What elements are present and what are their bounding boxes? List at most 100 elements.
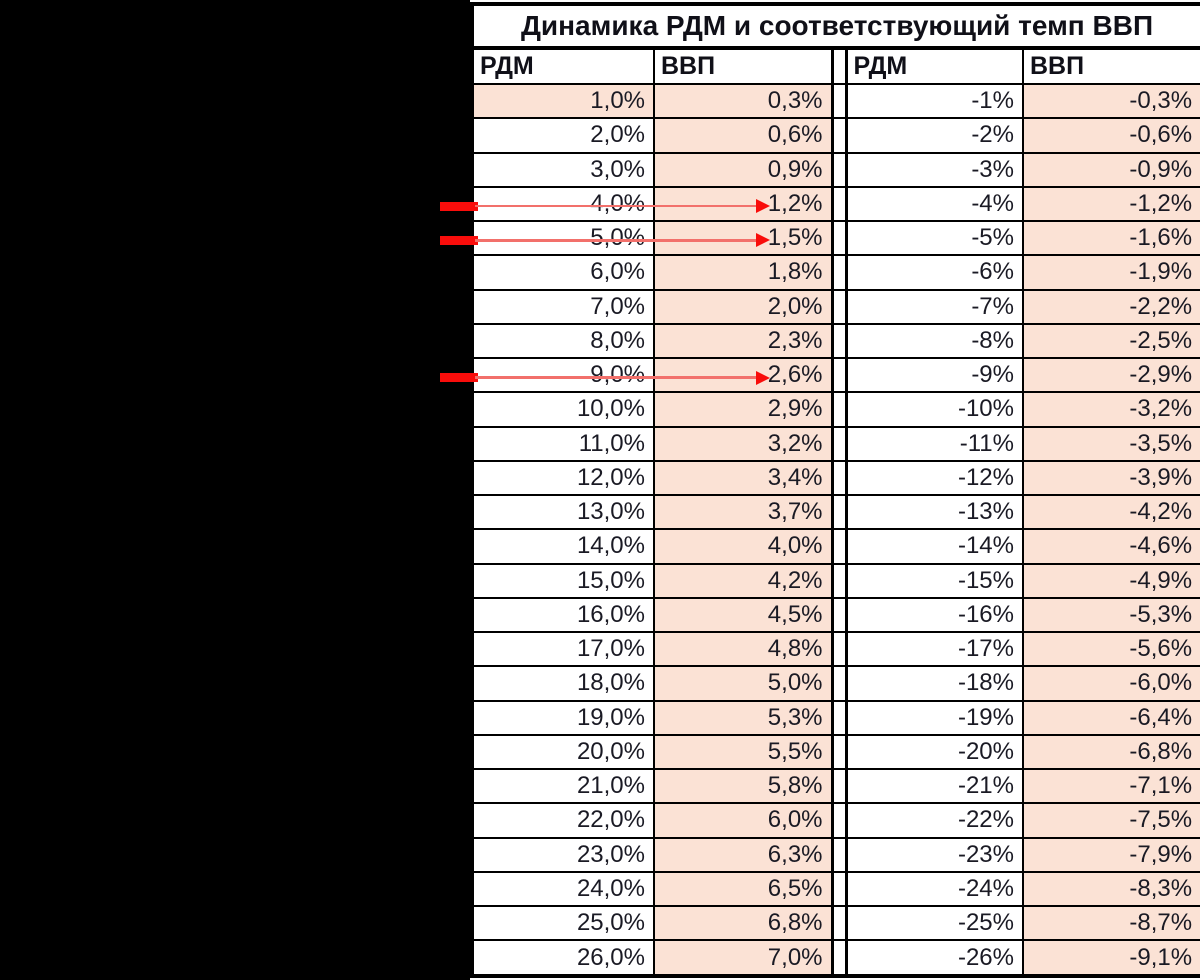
gdp-negative-cell: -2,9% (1021, 356, 1200, 394)
rdm-positive-cell: 25,0% (471, 904, 655, 942)
gdp-positive-cell: 4,5% (653, 596, 833, 634)
column-header-rdm-positive: РДМ (471, 47, 655, 85)
spreadsheet-area: Динамика РДМ и соответствующий темп ВВП … (470, 0, 1200, 980)
rdm-negative-cell: -11% (845, 425, 1024, 462)
rdm-negative-cell: -14% (845, 528, 1024, 565)
spacer-cell (830, 562, 848, 599)
spacer-cell (830, 870, 848, 908)
gdp-negative-cell: -1,9% (1021, 254, 1200, 291)
gdp-positive-cell: 3,4% (653, 459, 833, 497)
rdm-negative-cell: -15% (845, 562, 1024, 599)
gdp-negative-cell: -6,0% (1021, 665, 1200, 702)
gdp-negative-cell: -4,6% (1021, 528, 1200, 565)
rdm-negative-cell: -3% (845, 151, 1024, 188)
spacer-cell (830, 459, 848, 497)
gdp-positive-cell: 2,0% (653, 288, 833, 325)
spacer-header (830, 47, 848, 85)
spacer-cell (830, 836, 848, 873)
gdp-positive-cell: 4,0% (653, 528, 833, 565)
spacer-cell (830, 391, 848, 428)
rdm-negative-cell: -2% (845, 117, 1024, 154)
rdm-positive-cell: 6,0% (471, 254, 655, 291)
rdm-negative-cell: -10% (845, 391, 1024, 428)
rdm-positive-cell: 20,0% (471, 733, 655, 771)
spacer-cell (830, 665, 848, 702)
table-row: 17,0% 4,8% -17% -5,6% (471, 630, 1200, 668)
rdm-negative-cell: -6% (845, 254, 1024, 291)
rdm-negative-cell: -17% (845, 630, 1024, 668)
rdm-positive-cell: 9,0% (471, 356, 655, 394)
rdm-positive-cell: 11,0% (471, 425, 655, 462)
rdm-positive-cell: 16,0% (471, 596, 655, 634)
gdp-negative-cell: -2,2% (1021, 288, 1200, 325)
spacer-cell (830, 322, 848, 360)
gdp-positive-cell: 6,0% (653, 802, 833, 839)
table-row: 26,0% 7,0% -26% -9,1% (471, 939, 1200, 977)
rdm-negative-cell: -20% (845, 733, 1024, 771)
table-row: 10,0% 2,9% -10% -3,2% (471, 391, 1200, 428)
rdm-positive-cell: 7,0% (471, 288, 655, 325)
rdm-positive-cell: 21,0% (471, 767, 655, 805)
spacer-cell (830, 596, 848, 634)
rdm-positive-cell: 3,0% (471, 151, 655, 188)
spacer-cell (830, 904, 848, 942)
table-row: 7,0% 2,0% -7% -2,2% (471, 288, 1200, 325)
rdm-negative-cell: -26% (845, 939, 1024, 977)
rdm-positive-cell: 13,0% (471, 493, 655, 531)
gdp-negative-cell: -0,3% (1021, 82, 1200, 120)
gdp-negative-cell: -7,1% (1021, 767, 1200, 805)
table-row: 23,0% 6,3% -23% -7,9% (471, 836, 1200, 873)
table-row: 20,0% 5,5% -20% -6,8% (471, 733, 1200, 771)
rdm-negative-cell: -8% (845, 322, 1024, 360)
gdp-positive-cell: 6,8% (653, 904, 833, 942)
rdm-negative-cell: -5% (845, 219, 1024, 257)
gdp-negative-cell: -4,9% (1021, 562, 1200, 599)
rdm-positive-cell: 17,0% (471, 630, 655, 668)
rdm-positive-cell: 8,0% (471, 322, 655, 360)
gdp-positive-cell: 3,2% (653, 425, 833, 462)
gdp-positive-cell: 0,6% (653, 117, 833, 154)
rdm-positive-cell: 15,0% (471, 562, 655, 599)
table-row: 24,0% 6,5% -24% -8,3% (471, 870, 1200, 908)
rdm-positive-cell: 22,0% (471, 802, 655, 839)
table-row: 1,0% 0,3% -1% -0,3% (471, 82, 1200, 120)
gdp-negative-cell: -3,2% (1021, 391, 1200, 428)
title-row: Динамика РДМ и соответствующий темп ВВП (470, 2, 1200, 50)
rdm-positive-cell: 19,0% (471, 699, 655, 736)
gdp-positive-cell: 6,3% (653, 836, 833, 873)
column-header-gdp-negative: ВВП (1021, 47, 1200, 85)
gdp-positive-cell: 5,3% (653, 699, 833, 736)
gdp-negative-cell: -8,7% (1021, 904, 1200, 942)
gdp-negative-cell: -1,6% (1021, 219, 1200, 257)
rdm-negative-cell: -21% (845, 767, 1024, 805)
gdp-negative-cell: -8,3% (1021, 870, 1200, 908)
gdp-positive-cell: 6,5% (653, 870, 833, 908)
gdp-negative-cell: -6,4% (1021, 699, 1200, 736)
spacer-cell (830, 356, 848, 394)
gdp-positive-cell: 0,9% (653, 151, 833, 188)
gdp-negative-cell: -4,2% (1021, 493, 1200, 531)
header-row: РДМ ВВП РДМ ВВП (471, 47, 1200, 85)
table-row: 13,0% 3,7% -13% -4,2% (471, 493, 1200, 531)
table-row: 4,0% 1,2% -4% -1,2% (471, 185, 1200, 223)
spacer-cell (830, 493, 848, 531)
gdp-negative-cell: -0,6% (1021, 117, 1200, 154)
gdp-negative-cell: -7,5% (1021, 802, 1200, 839)
rdm-negative-cell: -19% (845, 699, 1024, 736)
gdp-positive-cell: 7,0% (653, 939, 833, 977)
spacer-cell (830, 699, 848, 736)
spacer-cell (830, 630, 848, 668)
spacer-cell (830, 151, 848, 188)
table-row: 25,0% 6,8% -25% -8,7% (471, 904, 1200, 942)
spacer-cell (830, 733, 848, 771)
rdm-gdp-table: Динамика РДМ и соответствующий темп ВВП … (470, 2, 1200, 978)
gdp-negative-cell: -3,9% (1021, 459, 1200, 497)
gdp-negative-cell: -5,3% (1021, 596, 1200, 634)
rdm-negative-cell: -1% (845, 82, 1024, 120)
rdm-negative-cell: -9% (845, 356, 1024, 394)
spacer-cell (830, 802, 848, 839)
rdm-negative-cell: -12% (845, 459, 1024, 497)
spacer-cell (830, 425, 848, 462)
spacer-cell (830, 219, 848, 257)
